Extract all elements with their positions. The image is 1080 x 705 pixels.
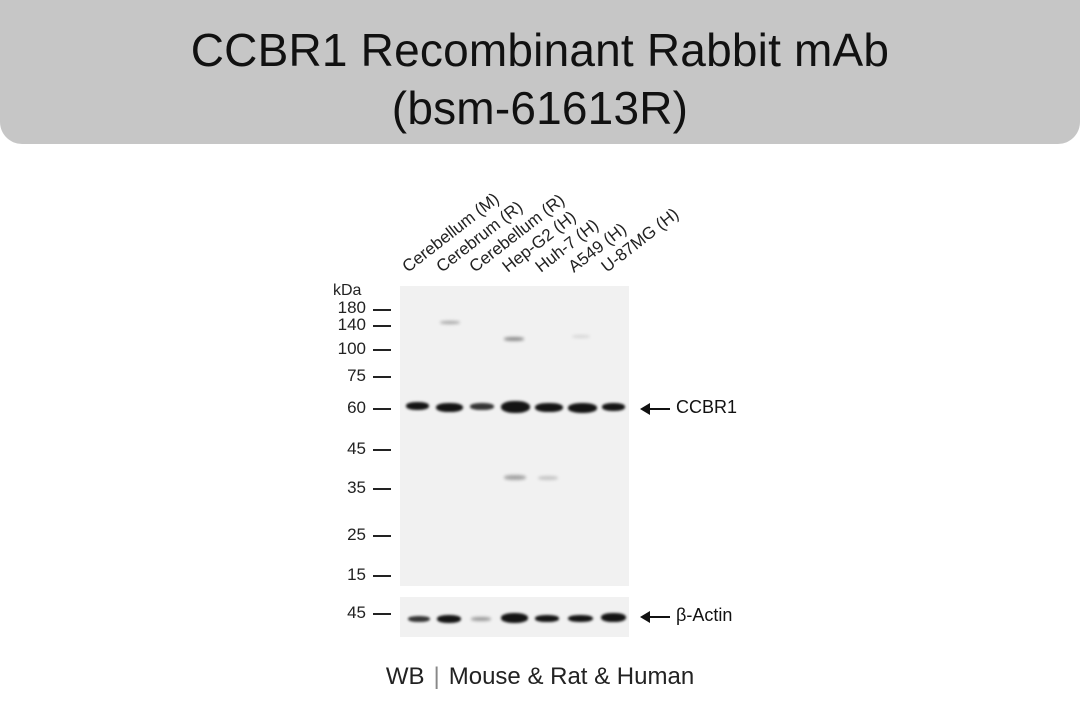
- footer-species: Mouse & Rat & Human: [448, 663, 695, 690]
- band-faint-lane-6-100: [572, 335, 590, 338]
- band-ccbr1-lane-5: [535, 403, 563, 412]
- band-actin-lane-1: [408, 616, 430, 622]
- blot-main: [400, 286, 629, 586]
- band-actin-lane-2: [437, 615, 461, 623]
- marker-tick-25: [373, 535, 391, 537]
- marker-label-75: 75: [347, 366, 366, 385]
- band-actin-lane-7: [601, 613, 626, 622]
- band-actin-lane-5: [535, 615, 559, 622]
- band-ccbr1-lane-1: [406, 402, 429, 410]
- marker-label-35: 35: [347, 478, 366, 497]
- title-line-1: CCBR1 Recombinant Rabbit mAb: [190, 24, 890, 76]
- footer-method: WB: [385, 663, 425, 690]
- marker-label-actin-45: 45: [347, 603, 366, 622]
- actin-label: β-Actin: [676, 605, 733, 625]
- title-line-2: (bsm-61613R): [391, 82, 689, 134]
- marker-label-60: 60: [347, 398, 366, 417]
- marker-label-100: 100: [337, 339, 366, 358]
- marker-tick-15: [373, 575, 391, 577]
- blot-loading-control: [400, 597, 629, 637]
- band-ccbr1-lane-6: [568, 403, 597, 413]
- band-actin-lane-6: [568, 615, 593, 622]
- band-ccbr1-lane-7: [602, 403, 625, 411]
- band-ccbr1-lane-3: [470, 403, 494, 410]
- marker-tick-180: [373, 309, 391, 311]
- marker-tick-45: [373, 449, 391, 451]
- footer-caption: WB | Mouse & Rat & Human: [0, 663, 1080, 691]
- marker-tick-100: [373, 349, 391, 351]
- actin-arrow-icon: [640, 611, 670, 623]
- marker-label-180: 180: [337, 298, 366, 317]
- band-actin-lane-4: [501, 613, 528, 623]
- band-faint-lane-2-140: [440, 321, 460, 324]
- footer-separator: |: [433, 663, 440, 690]
- marker-tick-60: [373, 408, 391, 410]
- kda-label: kDa: [333, 282, 362, 299]
- band-faint-lane-4-100: [504, 337, 524, 341]
- band-ccbr1-lane-4: [501, 401, 530, 413]
- marker-label-25: 25: [347, 525, 366, 544]
- band-faint-lane-5-35: [538, 476, 558, 480]
- band-actin-lane-3: [471, 617, 491, 621]
- title-banner: CCBR1 Recombinant Rabbit mAb (bsm-61613R…: [0, 0, 1080, 144]
- marker-tick-actin-45: [373, 613, 391, 615]
- marker-tick-35: [373, 488, 391, 490]
- band-faint-lane-4-35: [504, 475, 526, 480]
- marker-tick-75: [373, 376, 391, 378]
- marker-label-140: 140: [337, 315, 366, 334]
- marker-label-45: 45: [347, 439, 366, 458]
- marker-label-15: 15: [347, 565, 366, 584]
- ccbr1-arrow-icon: [640, 403, 670, 415]
- band-ccbr1-lane-2: [436, 403, 463, 412]
- marker-tick-140: [373, 325, 391, 327]
- ccbr1-label: CCBR1: [676, 397, 738, 417]
